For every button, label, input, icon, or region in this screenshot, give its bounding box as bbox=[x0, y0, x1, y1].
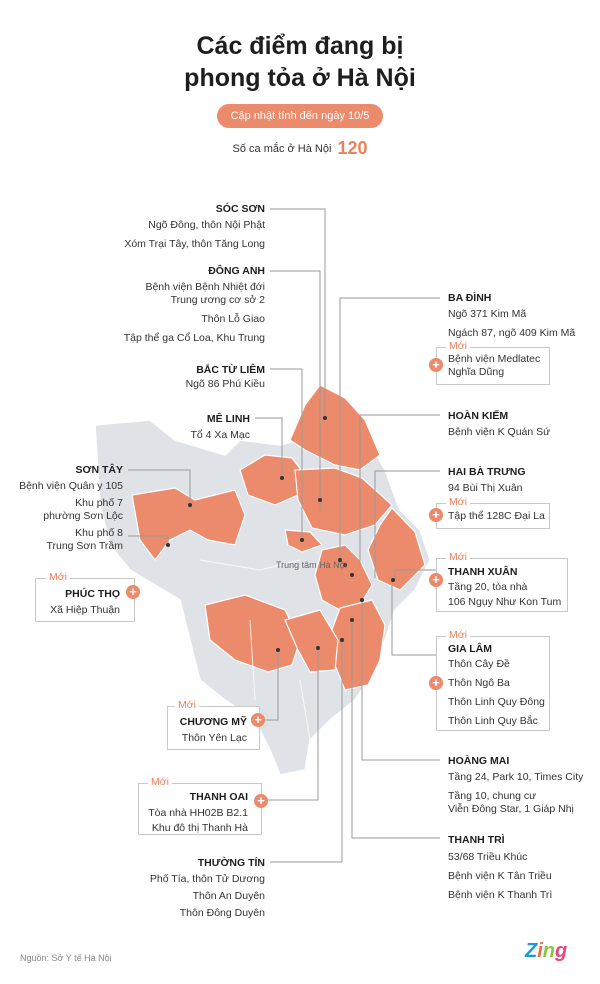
label-thanh-oai: THANH OAI Tòa nhà HH02B B2.1 Khu đô thị … bbox=[148, 791, 248, 834]
label-hai-ba-trung: HAI BÀ TRƯNG 94 Bùi Thị Xuân bbox=[448, 466, 526, 494]
title-line-1: Các điểm đang bị bbox=[196, 32, 404, 60]
plus-icon: + bbox=[126, 585, 140, 599]
district-name: SÓC SƠN bbox=[215, 203, 265, 215]
new-tag: Mới bbox=[446, 629, 470, 641]
label-thuong-tin: THƯỜNG TÍN Phố Tía, thôn Tử Dương Thôn A… bbox=[149, 857, 265, 919]
plus-icon: + bbox=[251, 713, 265, 727]
label-chuong-my: CHƯƠNG MỸ Thôn Yên Lạc bbox=[179, 716, 247, 744]
area-thanh-oai bbox=[284, 609, 339, 673]
box-phuc-tho bbox=[35, 578, 135, 622]
label-me-linh: MÊ LINH Tổ 4 Xa Mạc bbox=[190, 413, 250, 441]
new-tag: Mới bbox=[175, 699, 199, 711]
label-dong-anh: ĐÔNG ANH Bệnh viện Bệnh Nhiệt đới Trung … bbox=[123, 265, 265, 344]
label-ba-dinh: BA ĐÌNH Ngõ 371 Kim Mã Ngách 87, ngõ 409… bbox=[448, 292, 576, 339]
plus-icon: + bbox=[429, 676, 443, 690]
plus-icon: + bbox=[429, 573, 443, 587]
label-bac-tu-liem: BẮC TỪ LIÊM Ngõ 86 Phú Kiều bbox=[185, 364, 265, 390]
box-chuong-my bbox=[167, 706, 260, 750]
page-title: Các điểm đang bị phong tỏa ở Hà Nội bbox=[0, 30, 600, 94]
update-badge: Cập nhật tính đến ngày 10/5 bbox=[217, 104, 383, 128]
area-chuong-my bbox=[204, 594, 301, 673]
label-phuc-tho: PHÚC THỌ Xã Hiệp Thuận bbox=[50, 588, 120, 616]
plus-icon: + bbox=[429, 508, 443, 522]
lockdown-areas bbox=[131, 384, 426, 691]
title-line-2: phong tỏa ở Hà Nội bbox=[184, 64, 416, 92]
box-thanh-xuan bbox=[436, 558, 568, 612]
label-hai-ba-trung-new: Tập thể 128C Đại La bbox=[448, 510, 545, 522]
plus-icon: + bbox=[429, 358, 443, 372]
plus-icon: + bbox=[254, 794, 268, 808]
label-hoang-mai: HOÀNG MAI Tầng 24, Park 10, Times City T… bbox=[448, 755, 584, 815]
label-thanh-xuan: THANH XUÂN Tầng 20, tòa nhà 106 Ngụy Như… bbox=[448, 566, 562, 608]
case-count: Số ca mắc ở Hà Nội 120 bbox=[0, 138, 600, 159]
leader-lines bbox=[128, 208, 440, 863]
zing-logo: Zing bbox=[525, 940, 568, 962]
label-son-tay: SƠN TÂY Bệnh viện Quân y 105 Khu phố 7 p… bbox=[19, 464, 123, 552]
new-tag: Mới bbox=[446, 551, 470, 563]
new-tag: Mới bbox=[46, 571, 70, 583]
new-tag: Mới bbox=[148, 776, 172, 788]
case-count-value: 120 bbox=[337, 138, 368, 158]
label-soc-son: SÓC SƠN Ngõ Đông, thôn Nội Phật Xóm Trại… bbox=[100, 203, 265, 251]
area-soc-son bbox=[289, 384, 381, 471]
label-hoan-kiem: HOÀN KIẾM Bệnh viện K Quán Sứ bbox=[448, 410, 551, 438]
new-tag: Mới bbox=[446, 340, 470, 352]
box-gia-lam bbox=[436, 636, 550, 731]
case-count-label: Số ca mắc ở Hà Nội bbox=[232, 143, 332, 155]
label-ba-dinh-new: Bệnh viện Medlatec Nghĩa Dũng bbox=[448, 353, 541, 378]
center-label: Trung tâm Hà Nội bbox=[276, 560, 347, 570]
source-note: Nguồn: Sở Y tế Hà Nội bbox=[20, 953, 112, 963]
new-tag: Mới bbox=[446, 496, 470, 508]
label-thanh-tri: THANH TRÌ 53/68 Triều Khúc Bệnh viện K T… bbox=[448, 834, 553, 901]
box-thanh-oai bbox=[138, 783, 262, 835]
area-son-tay bbox=[131, 487, 246, 561]
label-gia-lam: GIA LÂM Thôn Cây Đề Thôn Ngô Ba Thôn Lin… bbox=[448, 643, 545, 727]
